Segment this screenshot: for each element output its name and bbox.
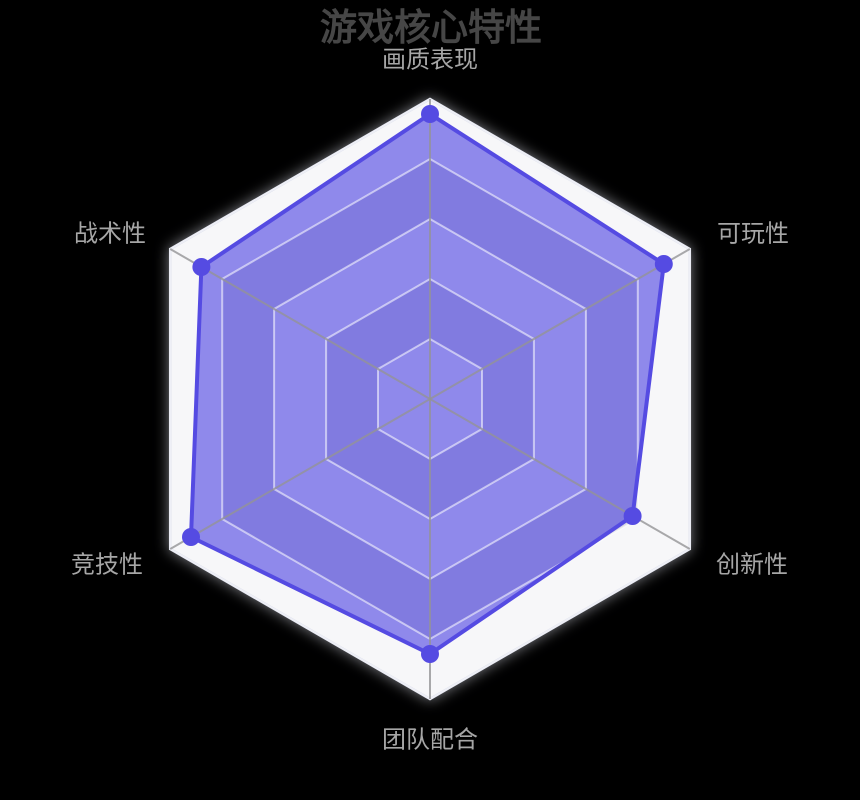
radar-data-points [182,105,673,663]
data-area [191,114,664,654]
axis-label-jingjixing: 竞技性 [71,551,143,579]
data-point-0[interactable] [421,105,439,123]
data-point-3[interactable] [421,645,439,663]
axis-label-tuanduipeihe: 团队配合 [382,726,478,754]
spoke-5 [169,248,431,400]
axis-label-chuangxinxing: 创新性 [716,551,788,579]
axis-label-zhanshuxing: 战术性 [74,220,146,248]
chart-title: 游戏核心特性 [320,7,542,48]
spoke-2 [429,398,691,550]
data-point-5[interactable] [192,258,211,276]
data-point-1[interactable] [654,255,673,273]
radar-spoke-lines [169,99,691,699]
spoke-1 [429,248,691,400]
axis-label-huazhibiaoxian: 画质表现 [382,46,478,74]
axis-label-kewanxing: 可玩性 [717,220,789,248]
radar-data-area-group [191,114,664,654]
data-point-2[interactable] [623,507,642,525]
spoke-4 [169,398,431,550]
data-point-4[interactable] [182,528,200,546]
